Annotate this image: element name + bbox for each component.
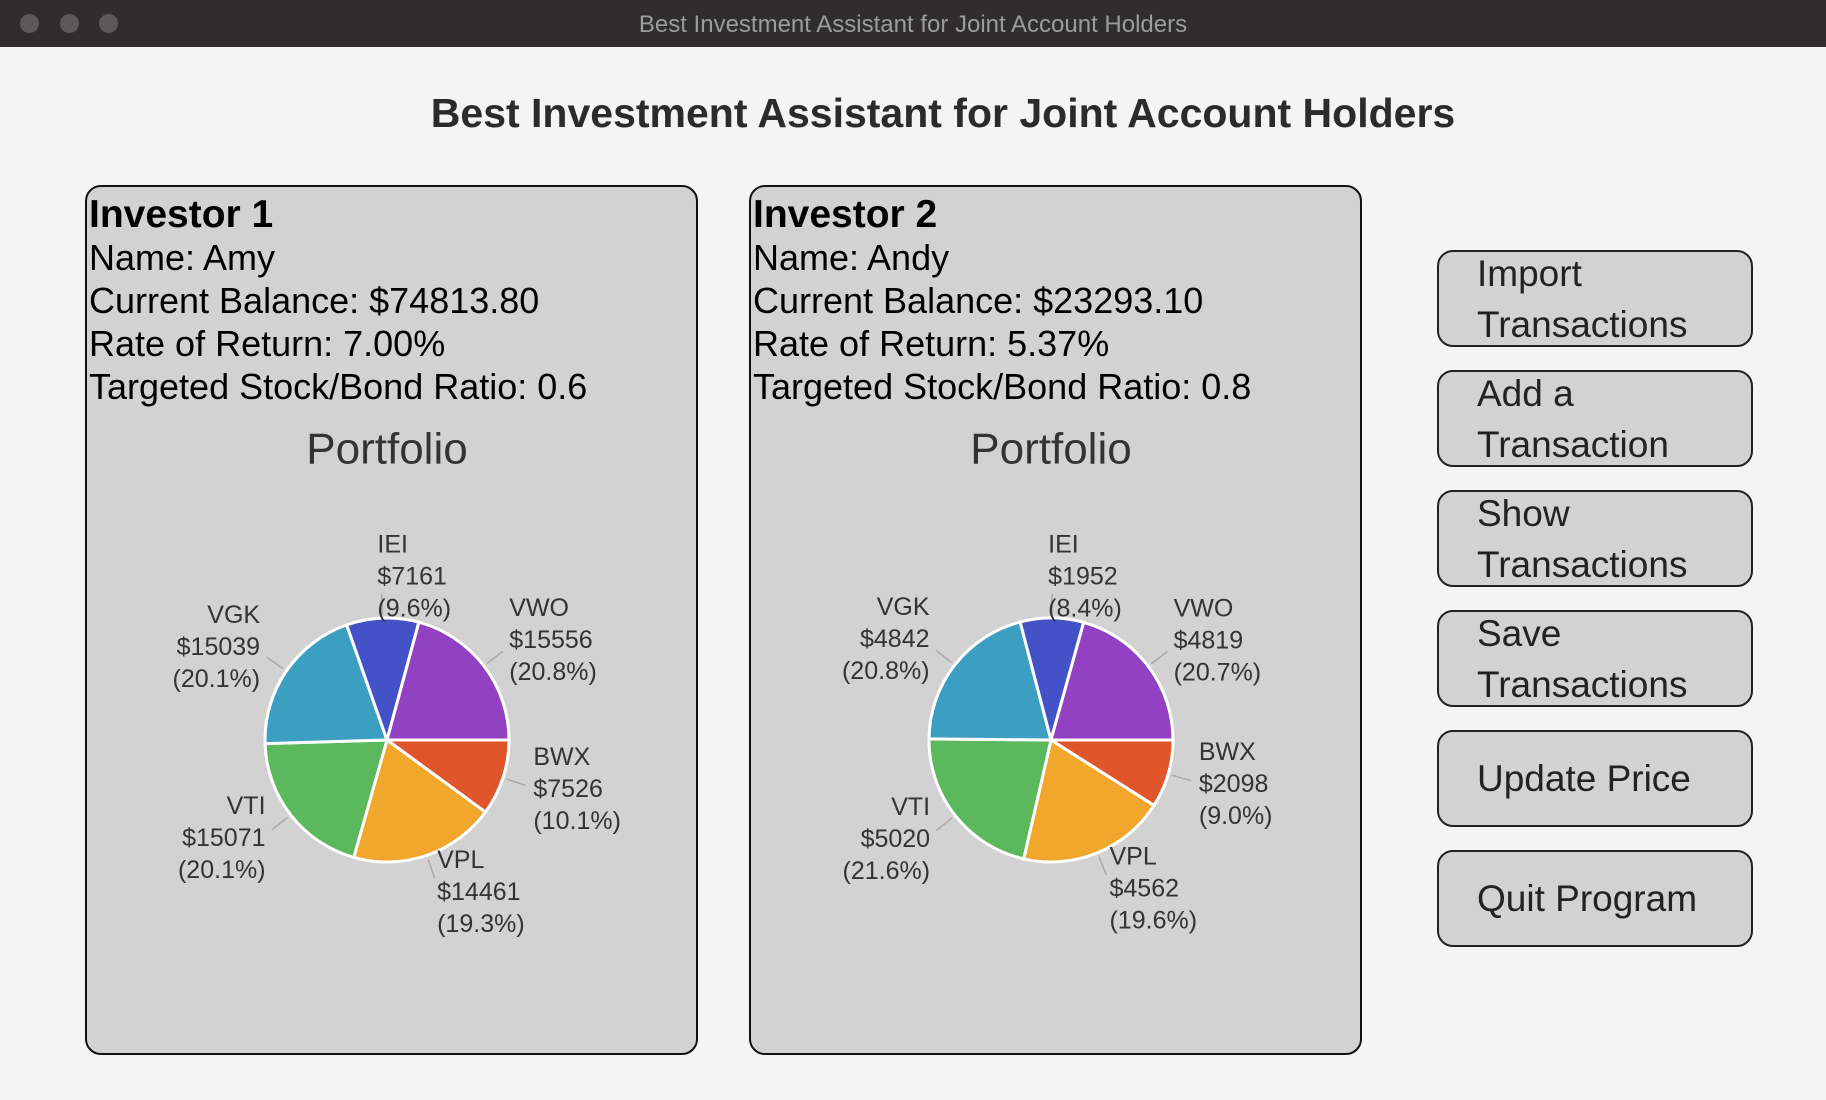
slice-label: (21.6%) (843, 857, 931, 885)
investor-info: Investor 1 Name: Amy Current Balance: $748… (89, 193, 587, 408)
pie-slice (927, 737, 1053, 861)
button-label: Import Transactions (1477, 252, 1688, 345)
slice-label: $1952 (1048, 563, 1118, 591)
action-button[interactable]: Add a Transaction (1437, 370, 1753, 467)
slice-label: (8.4%) (1048, 595, 1122, 623)
chart-title: Portfolio (306, 425, 467, 474)
header-title: Best Investment Assistant for Joint Acco… (430, 90, 1456, 136)
slice-label: VGK (877, 593, 930, 621)
slice-label: $7161 (377, 563, 447, 591)
investor-info: Investor 2 Name: Andy Current Balance: $23… (753, 193, 1251, 408)
pie-chart: Portfolio BWX $2098 (9.0%) VPL $4562 (19.6%) VT… (842, 425, 1273, 935)
investor-balance: Current Balance: $74813.80 (89, 280, 540, 321)
slice-label: (10.1%) (533, 807, 621, 835)
slice-label: $15556 (509, 626, 592, 654)
slice-label: $2098 (1199, 770, 1269, 798)
slice-label: VPL (437, 846, 484, 874)
slice-label: (20.7%) (1174, 659, 1262, 687)
button-label: Add a Transaction (1477, 372, 1669, 465)
slice-label: VPL (1109, 842, 1156, 870)
leader-line (935, 649, 953, 664)
investor-balance: Current Balance: $23293.10 (753, 280, 1204, 321)
pie-slice (927, 620, 1053, 742)
slice-label: (20.1%) (173, 665, 261, 693)
slice-label: (20.1%) (178, 856, 266, 884)
zoom-button[interactable] (99, 14, 118, 33)
button-label: Quit Program (1477, 878, 1698, 919)
leader-line (935, 817, 953, 832)
slice-label: $14461 (437, 878, 520, 906)
slice-label: (9.0%) (1199, 802, 1273, 830)
pie-slice (351, 737, 488, 864)
action-button[interactable]: Show Transactions (1437, 490, 1753, 587)
slice-label: (20.8%) (842, 657, 930, 685)
slice-label: BWX (533, 743, 590, 771)
slice-label: $7526 (533, 775, 603, 803)
leader-line (1171, 774, 1192, 782)
slice-label: $15039 (177, 633, 260, 661)
investor-rate: Rate of Return: 7.00% (89, 323, 446, 364)
investor-ratio: Targeted Stock/Bond Ratio: 0.6 (89, 366, 588, 407)
slice-label: VGK (207, 601, 260, 629)
minimize-button[interactable] (60, 14, 79, 33)
leader-line (271, 816, 289, 831)
action-button[interactable]: Save Transactions (1437, 610, 1753, 707)
leader-line (1098, 856, 1108, 876)
investor-panel: Investor 1 Name: Amy Current Balance: $748… (85, 185, 698, 1055)
slice-label: $15071 (182, 824, 265, 852)
pie-slice (1049, 620, 1175, 742)
pie-slice (263, 738, 390, 860)
slice-label: VTI (891, 793, 930, 821)
slice-label: IEI (377, 531, 408, 559)
investor-label: Investor 1 (89, 193, 274, 236)
title-bar: Best Investment Assistant for Joint Acco… (0, 0, 1826, 47)
slice-label: $4842 (860, 625, 930, 653)
slice-label: IEI (1048, 531, 1079, 559)
close-button[interactable] (20, 14, 39, 33)
button-label: Save Transactions (1477, 612, 1688, 705)
slice-label: (19.6%) (1109, 906, 1197, 934)
button-label: Update Price (1477, 758, 1691, 799)
action-button[interactable]: Import Transactions (1437, 250, 1753, 347)
investor-name: Name: Amy (89, 237, 276, 278)
pie-slice (385, 620, 511, 742)
button-label: Show Transactions (1477, 492, 1688, 585)
leader-line (427, 858, 436, 879)
investor-ratio: Targeted Stock/Bond Ratio: 0.8 (753, 366, 1252, 407)
investor-rate: Rate of Return: 5.37% (753, 323, 1110, 364)
investor-label: Investor 2 (753, 193, 938, 236)
pie-slice (1021, 737, 1157, 864)
investor-name: Name: Andy (753, 237, 950, 278)
pie-chart: Portfolio BWX $7526 (10.1%) VPL $14461 (19.3%)… (173, 425, 621, 938)
leader-line (486, 650, 504, 665)
investor-panel: Investor 2 Name: Andy Current Balance: $23… (749, 185, 1362, 1055)
slice-label: VTI (227, 792, 266, 820)
slice-label: VWO (509, 594, 569, 622)
slice-label: VWO (1174, 595, 1234, 623)
leader-line (380, 594, 384, 615)
slice-label: BWX (1199, 738, 1256, 766)
slice-label: (20.8%) (509, 658, 597, 686)
leader-line (266, 656, 284, 670)
window-title: Best Investment Assistant for Joint Acco… (638, 11, 1188, 38)
slice-label: $4562 (1109, 874, 1179, 902)
slice-label: (9.6%) (377, 595, 451, 623)
slice-label: (19.3%) (437, 910, 525, 938)
slice-label: $5020 (861, 825, 931, 853)
action-button[interactable]: Update Price (1437, 730, 1753, 827)
slice-label: $4819 (1174, 627, 1244, 655)
leader-line (506, 778, 527, 787)
action-button[interactable]: Quit Program (1437, 850, 1753, 947)
chart-title: Portfolio (970, 425, 1131, 474)
leader-line (1150, 651, 1168, 665)
